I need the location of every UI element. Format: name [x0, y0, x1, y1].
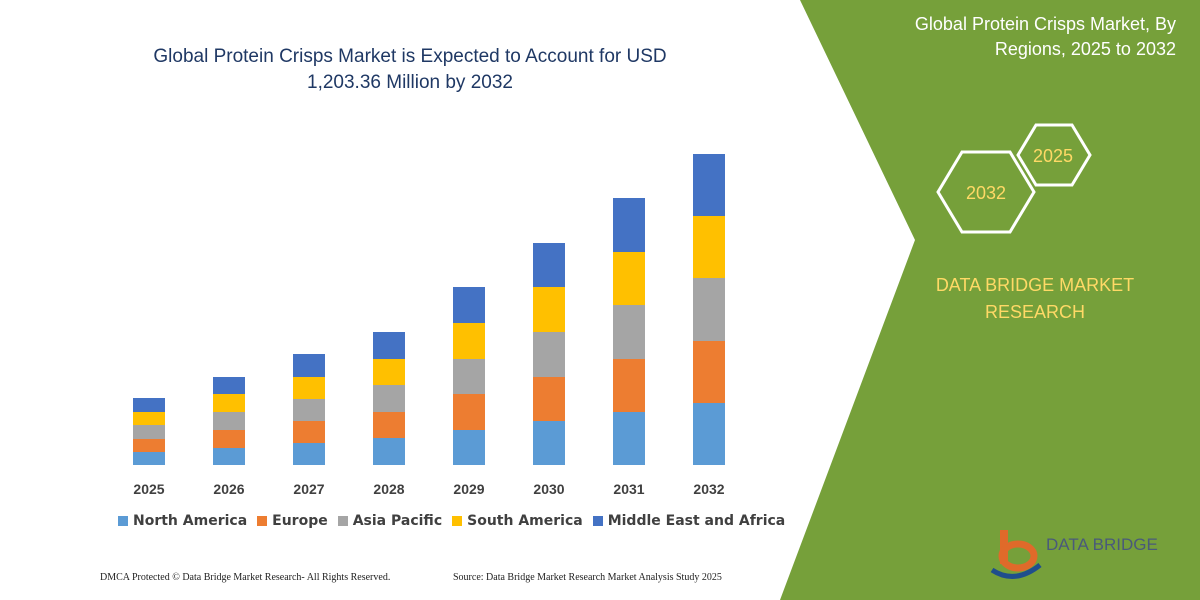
bar-segment — [373, 438, 405, 465]
bar-segment — [133, 398, 165, 412]
legend-swatch — [592, 516, 603, 526]
legend-item: Asia Pacific — [337, 513, 443, 529]
hexagon-label: 2032 — [966, 183, 1006, 203]
bar-segment — [293, 443, 325, 465]
bar-segment — [613, 252, 645, 305]
bar-segment — [293, 354, 325, 377]
bar-segment — [133, 425, 165, 439]
bar-segment — [213, 394, 245, 412]
x-tick-label: 2030 — [533, 481, 564, 497]
x-tick-label: 2029 — [453, 481, 484, 497]
bar-segment — [613, 359, 645, 412]
bar-segment — [373, 332, 405, 359]
bar-segment — [373, 412, 405, 438]
legend-item: Europe — [257, 513, 328, 529]
bar-segment — [293, 377, 325, 399]
bar-segment — [213, 448, 245, 465]
x-tick-label: 2025 — [133, 481, 164, 497]
bar-segment — [613, 198, 645, 252]
bar-segment — [373, 359, 405, 385]
panel-title: Global Protein Crisps Market, By Regions… — [914, 14, 1176, 59]
legend-label: Asia Pacific — [352, 513, 443, 529]
x-tick-label: 2028 — [373, 481, 404, 497]
bar-segment — [533, 243, 565, 287]
bar-segment — [533, 332, 565, 377]
bar-segment — [453, 359, 485, 394]
bar-segment — [693, 341, 725, 403]
legend-swatch — [257, 516, 268, 526]
bar-segment — [533, 421, 565, 465]
legend-swatch — [118, 516, 128, 526]
bar-segment — [213, 412, 245, 430]
bar-segment — [453, 287, 485, 323]
x-tick-label: 2027 — [293, 481, 324, 497]
bar-segment — [133, 452, 165, 465]
legend-swatch — [452, 516, 463, 526]
bar-segment — [613, 412, 645, 465]
legend-item: South America — [452, 513, 583, 529]
chart-title: Global Protein Crisps Market is Expected… — [153, 46, 667, 93]
side-panel — [780, 0, 1200, 600]
bar-segment — [613, 305, 645, 359]
logo-shape — [990, 563, 1042, 579]
bar-segment — [453, 430, 485, 465]
legend-label: South America — [467, 513, 583, 529]
legend-item: Middle East and Africa — [592, 513, 786, 529]
legend: North America Europe Asia Pacific South Ame… — [118, 513, 785, 529]
legend-label: Middle East and Africa — [607, 513, 786, 529]
logo-text: DATA BRIDGE — [1046, 535, 1158, 554]
footer-text: DMCA Protected © Data Bridge Market Rese… — [100, 572, 391, 583]
x-tick-label: 2032 — [693, 481, 724, 497]
bar-segment — [293, 421, 325, 443]
bar-segment — [293, 399, 325, 421]
x-tick-label: 2031 — [613, 481, 644, 497]
x-tick-label: 2026 — [213, 481, 244, 497]
hexagon — [1016, 123, 1092, 187]
legend-label: North America — [133, 513, 248, 529]
footer-text: Source: Data Bridge Market Research Mark… — [453, 572, 722, 583]
logo-icon — [990, 530, 1042, 579]
bar-segment — [213, 377, 245, 394]
hexagon — [936, 150, 1036, 234]
bar-segment — [133, 412, 165, 425]
logo-shape — [998, 540, 1038, 572]
bar-segment — [373, 385, 405, 412]
bar-segment — [693, 154, 725, 216]
legend-item: North America — [118, 513, 247, 529]
bar-segment — [693, 216, 725, 278]
brand: DATA BRIDGE MARKET RESEARCH — [935, 275, 1135, 322]
bar-segment — [693, 403, 725, 465]
bar-segment — [693, 278, 725, 341]
bar-segment — [213, 430, 245, 448]
bar-segment — [453, 323, 485, 359]
bar-segment — [533, 377, 565, 421]
bar-segment — [133, 439, 165, 452]
legend-label: Europe — [272, 513, 328, 529]
bar-segment — [453, 394, 485, 430]
bar-segment — [533, 287, 565, 332]
hexagon-label: 2025 — [1033, 146, 1073, 166]
legend-swatch — [337, 516, 348, 526]
